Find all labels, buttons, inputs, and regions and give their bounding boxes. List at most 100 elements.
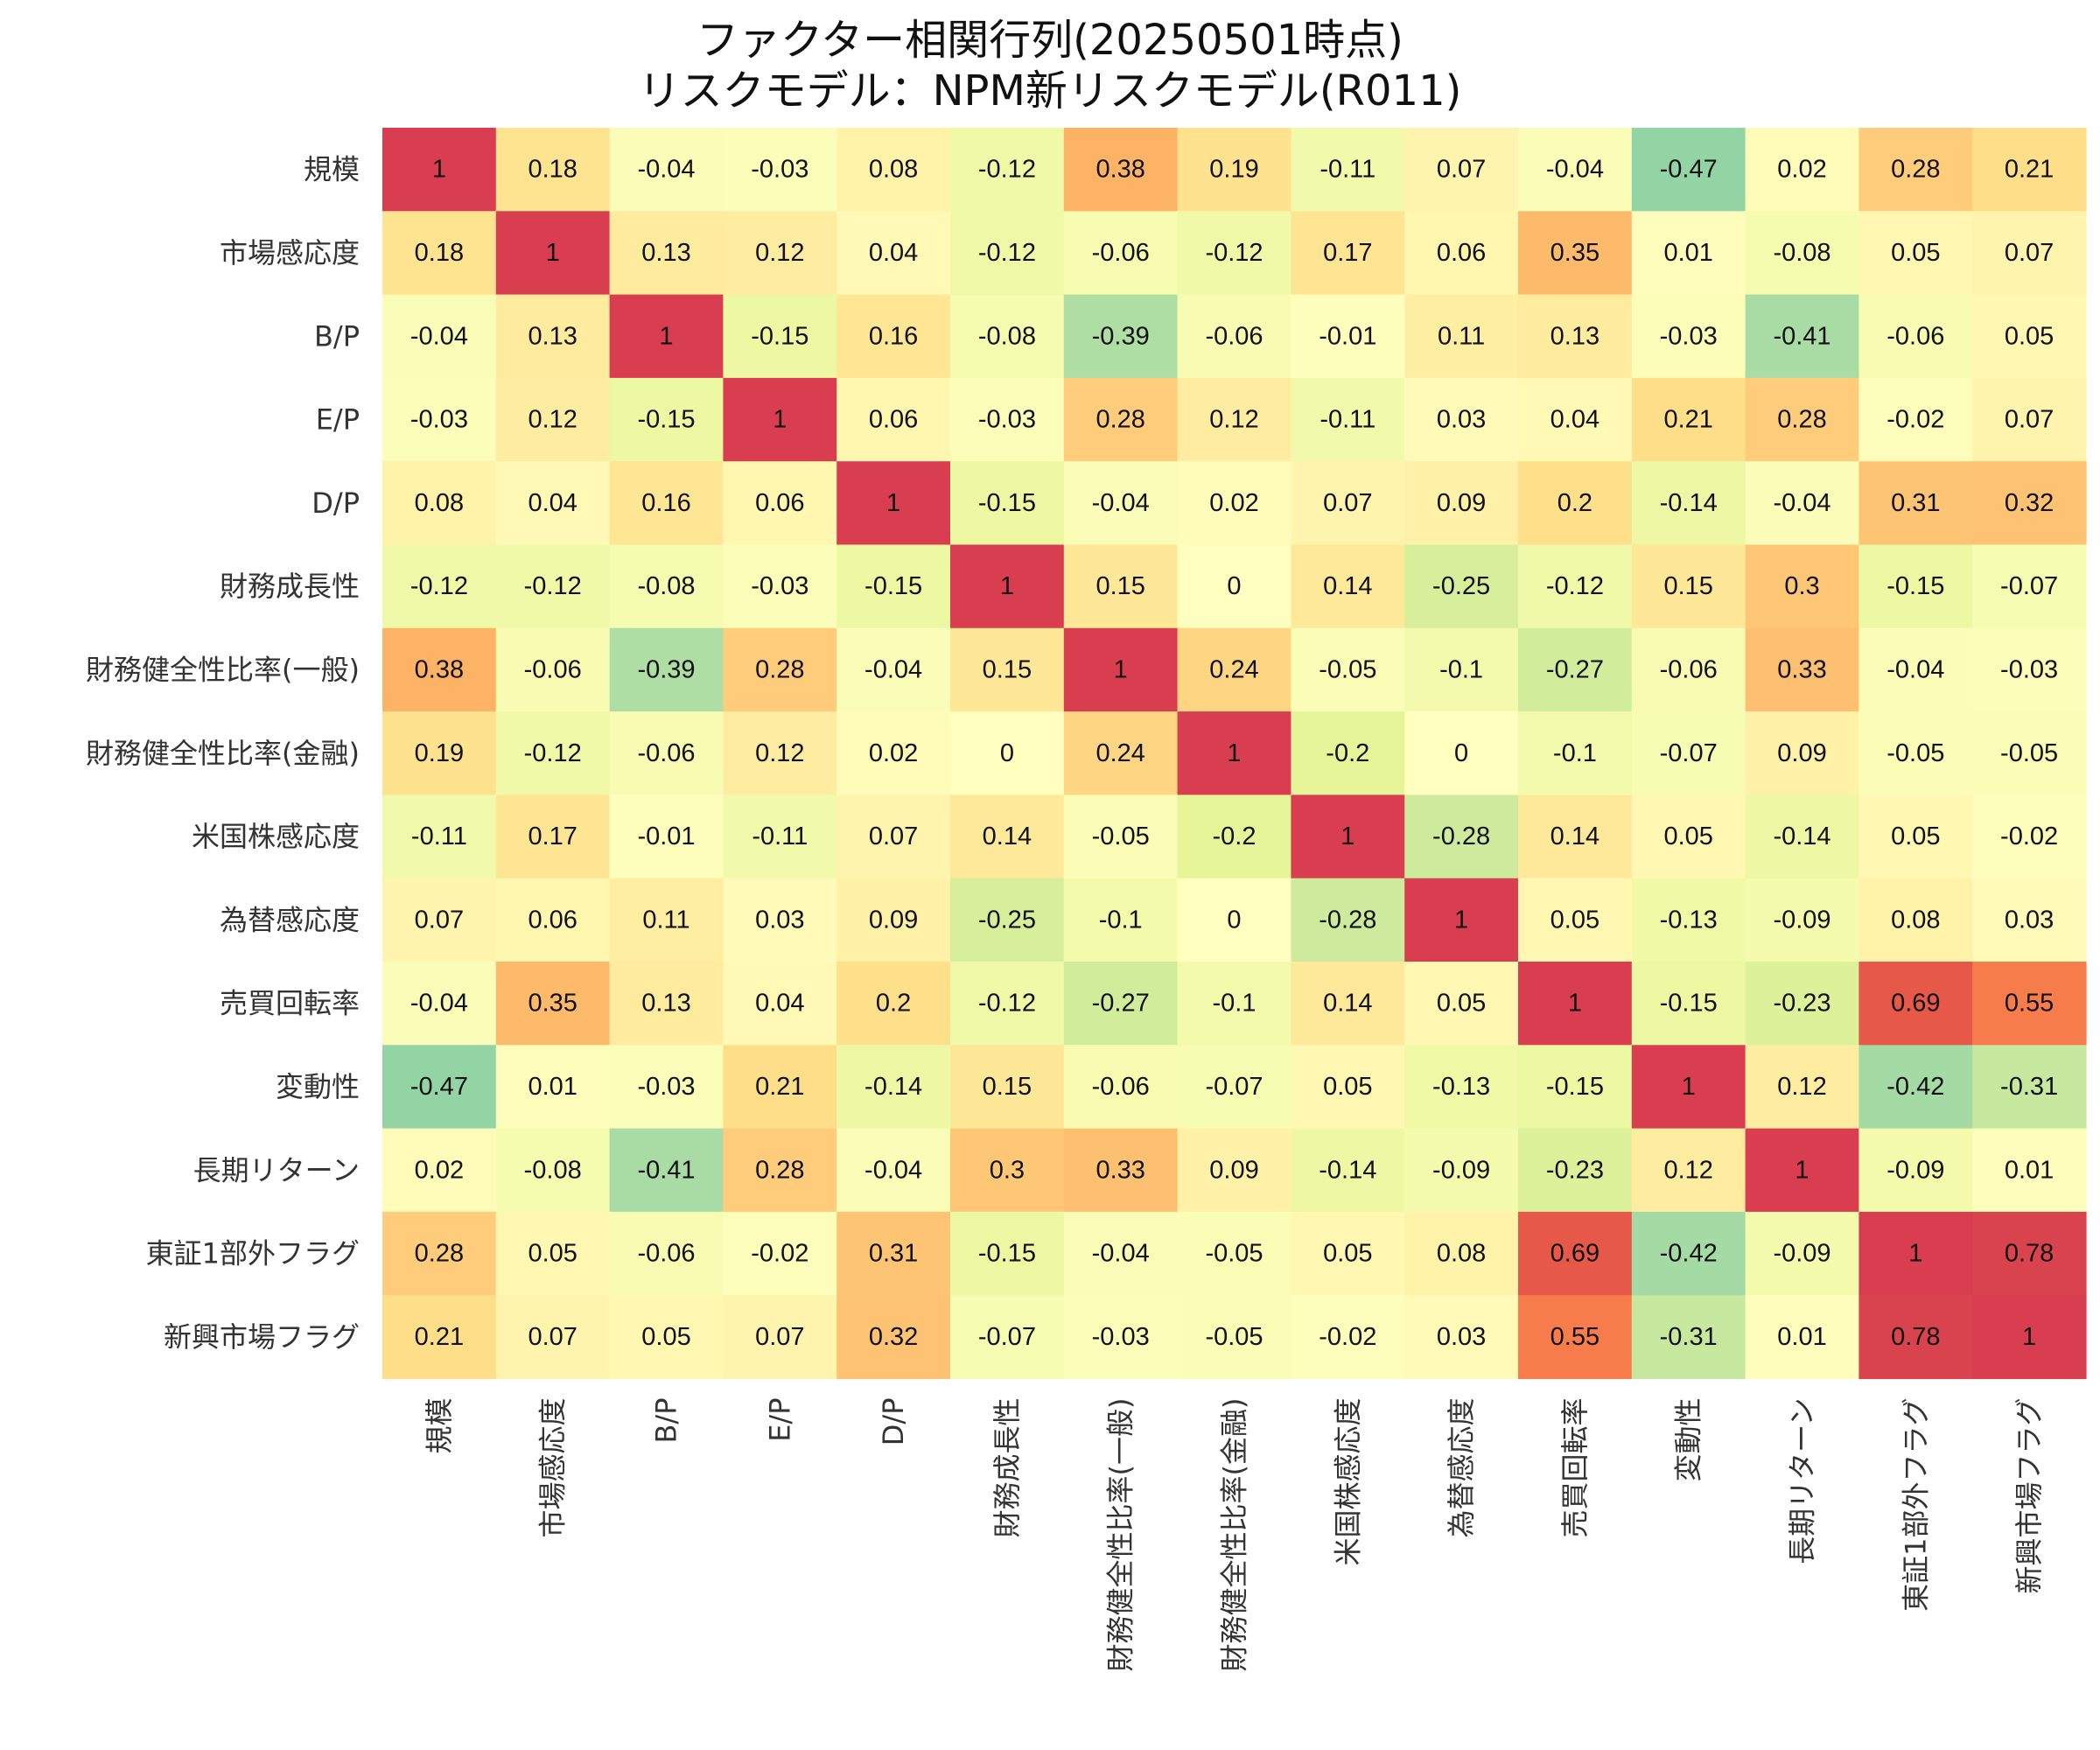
heatmap-cell-value: 1 <box>1000 572 1014 600</box>
heatmap-cell-value: 0.03 <box>1437 1323 1486 1351</box>
heatmap-cell <box>495 128 611 212</box>
heatmap-cell <box>609 128 724 212</box>
heatmap-cell <box>382 211 497 296</box>
heatmap-cell <box>723 711 837 795</box>
heatmap-cell-value: -0.12 <box>410 572 468 600</box>
heatmap-cell <box>1404 1295 1519 1380</box>
heatmap-cell-value: 0.14 <box>1323 990 1372 1018</box>
y-tick-label: 変動性 <box>276 1070 360 1103</box>
heatmap-cell <box>1972 962 2087 1046</box>
heatmap-cell-value: 0.05 <box>1891 822 1940 850</box>
x-tick-label: 市場感応度 <box>536 1398 570 1538</box>
heatmap-cell-value: -0.06 <box>1092 239 1150 267</box>
heatmap-cell <box>1631 878 1746 962</box>
heatmap-cell <box>1404 377 1519 462</box>
heatmap-cell-value: -0.03 <box>751 572 808 600</box>
heatmap-cell-value: 0.16 <box>641 489 690 517</box>
heatmap-cell <box>1972 544 2087 629</box>
heatmap-cell <box>1063 461 1179 546</box>
y-tick-label: E/P <box>316 403 360 437</box>
heatmap-cell-value: -0.14 <box>864 1073 922 1101</box>
heatmap-cell-value: 0.07 <box>869 822 918 850</box>
heatmap-cell <box>950 1045 1065 1130</box>
heatmap-cell-value: 0.15 <box>1096 572 1144 600</box>
heatmap-cell <box>609 878 724 962</box>
heatmap-cell-value: -0.15 <box>864 572 922 600</box>
heatmap-cell-value: -0.12 <box>524 572 582 600</box>
heatmap-cell <box>723 1295 837 1380</box>
heatmap-cell-value: 1 <box>1454 906 1468 934</box>
heatmap-cell-value: 0.24 <box>1096 739 1144 767</box>
heatmap-cell <box>836 461 951 546</box>
heatmap-cell <box>1858 128 1973 212</box>
heatmap-cell-value: -0.07 <box>1660 739 1718 767</box>
heatmap-cell <box>723 1128 837 1213</box>
heatmap-cell <box>1291 211 1405 296</box>
heatmap-cell <box>1745 962 1859 1046</box>
heatmap-cell-value: -0.15 <box>978 1240 1036 1268</box>
heatmap-cell <box>836 294 951 379</box>
x-tick-label: 長期リターン <box>1786 1398 1819 1564</box>
heatmap-cell <box>1858 794 1973 879</box>
heatmap-cell-value: -0.12 <box>978 156 1036 184</box>
heatmap-cell-value: 0.04 <box>528 489 577 517</box>
heatmap-cell <box>836 1211 951 1296</box>
heatmap-cell <box>723 544 837 629</box>
heatmap-cell-value: -0.13 <box>1660 906 1718 934</box>
heatmap-cell <box>1518 711 1633 795</box>
heatmap-cell <box>1518 461 1633 546</box>
heatmap-cell-value: -0.04 <box>1886 655 1944 683</box>
heatmap-cell <box>1858 962 1973 1046</box>
heatmap-cell-value: 0.32 <box>2005 489 2054 517</box>
heatmap-cell-value: 0.13 <box>528 322 577 350</box>
heatmap-cell-value: 0.02 <box>1209 489 1258 517</box>
heatmap-cell <box>1518 211 1633 296</box>
heatmap-cell-value: -0.31 <box>2000 1073 2058 1101</box>
heatmap-cell <box>1518 1211 1633 1296</box>
heatmap-cell-value: 1 <box>2022 1323 2036 1351</box>
heatmap-cell <box>1631 711 1746 795</box>
heatmap-cell <box>1858 461 1973 546</box>
heatmap-cell <box>1177 794 1292 879</box>
heatmap-cell <box>1858 1128 1973 1213</box>
heatmap-cell <box>1177 544 1292 629</box>
heatmap-cell-value: -0.14 <box>1660 489 1718 517</box>
heatmap-cell <box>382 1128 497 1213</box>
heatmap-cell <box>1518 627 1633 712</box>
y-tick-label: 新興市場フラグ <box>164 1320 360 1354</box>
heatmap-cell <box>1858 211 1973 296</box>
heatmap-cell <box>1404 461 1519 546</box>
heatmap-cell-value: -0.03 <box>637 1073 695 1101</box>
heatmap-cell <box>609 544 724 629</box>
heatmap-cell-value: 0.12 <box>1777 1073 1826 1101</box>
heatmap-cell <box>1063 1295 1179 1380</box>
heatmap-cell <box>1858 878 1973 962</box>
heatmap-cell <box>1063 878 1179 962</box>
heatmap-cell-value: 0.15 <box>1663 572 1712 600</box>
heatmap-cell-value: 1 <box>1568 990 1582 1018</box>
heatmap-cell <box>1745 1295 1859 1380</box>
heatmap-cell <box>1063 294 1179 379</box>
heatmap-cell-value: -0.23 <box>1546 1156 1604 1184</box>
heatmap-cell-value: -0.2 <box>1213 822 1256 850</box>
heatmap-cell <box>1291 544 1405 629</box>
heatmap-cell-value: -0.05 <box>1205 1240 1263 1268</box>
heatmap-cell <box>1291 794 1405 879</box>
heatmap-cell <box>836 544 951 629</box>
heatmap-cell <box>1745 377 1859 462</box>
heatmap-cell-value: 0.01 <box>528 1073 577 1101</box>
heatmap-cell-value: 0.09 <box>869 906 918 934</box>
heatmap-cell-value: 0.13 <box>641 239 690 267</box>
heatmap-cell-value: 1 <box>1682 1073 1696 1101</box>
heatmap-cell <box>495 461 611 546</box>
heatmap-cell <box>1063 711 1179 795</box>
heatmap-cell <box>495 962 611 1046</box>
heatmap-cell-value: -0.03 <box>2000 655 2058 683</box>
heatmap-cell-value: 0.3 <box>990 1156 1025 1184</box>
heatmap-cell-value: -0.31 <box>1660 1323 1718 1351</box>
x-tick-label: 財務健全性比率(金融) <box>1218 1398 1251 1672</box>
heatmap-cell-value: -0.02 <box>1886 406 1944 434</box>
heatmap-cell-value: 0.07 <box>1323 489 1372 517</box>
heatmap-cell <box>836 962 951 1046</box>
heatmap-cell <box>382 962 497 1046</box>
